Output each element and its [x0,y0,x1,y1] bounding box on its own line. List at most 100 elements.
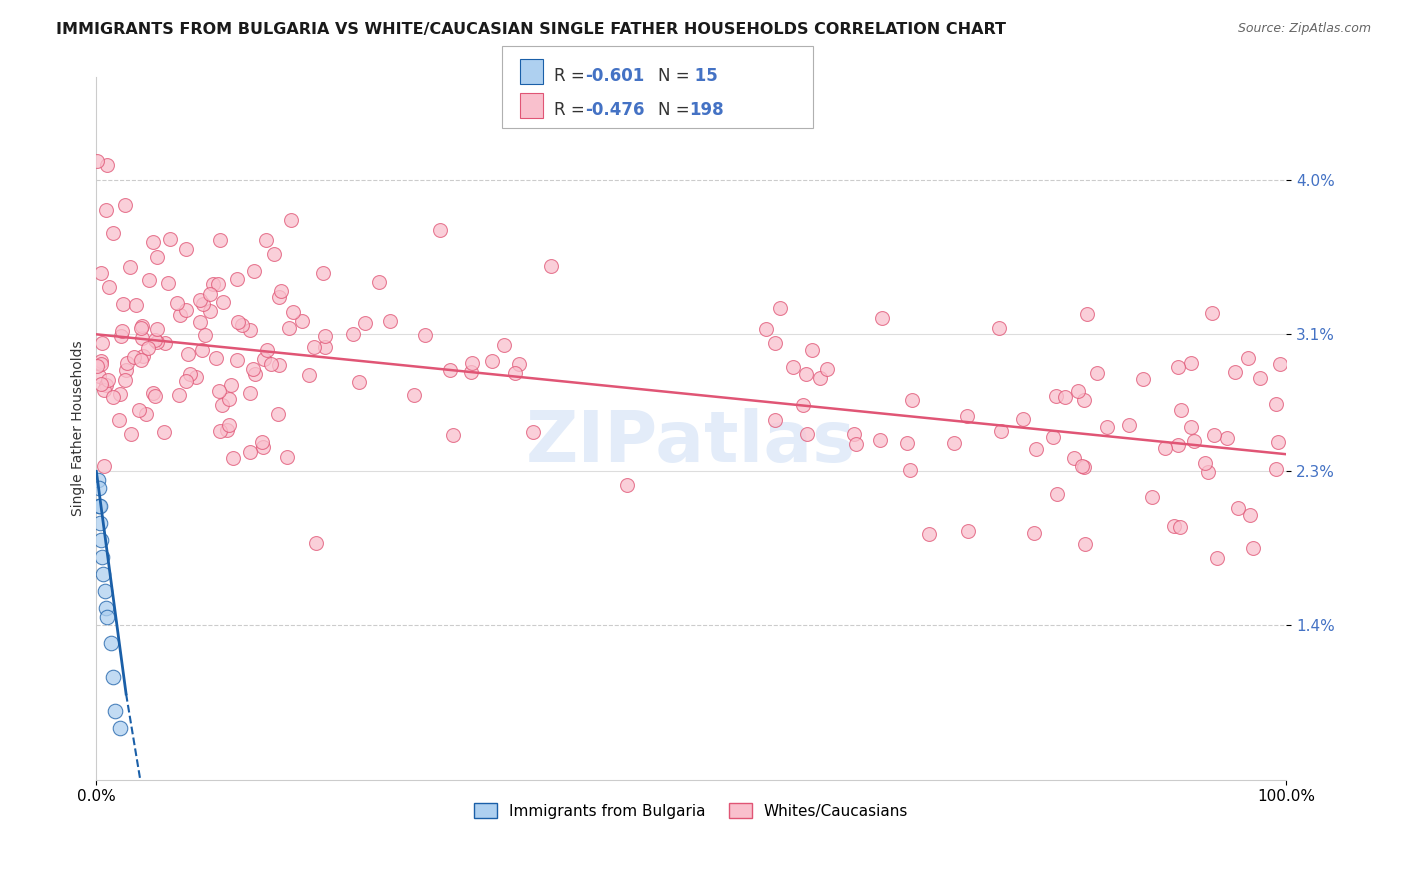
Point [129,321,152,335]
Point [176,374,198,388]
Point [1170,403,1192,417]
Point [91,549,114,564]
Point [439,363,461,377]
Point [1025,442,1047,457]
Point [188,315,211,329]
Point [128,403,150,417]
Point [844,427,866,442]
Point [1167,438,1189,452]
Point [1053,390,1076,404]
Point [115,363,138,377]
Point [221,378,243,392]
Point [1063,450,1085,465]
Text: N =: N = [658,101,695,119]
Point [281,305,304,319]
Point [103,390,125,404]
Point [461,356,484,370]
Point [104,704,127,718]
Point [211,295,233,310]
Point [96,377,118,392]
Point [242,361,264,376]
Point [86,473,108,487]
Point [167,388,190,402]
Point [86,153,108,168]
Point [792,399,814,413]
Point [1236,351,1258,365]
Point [260,357,283,371]
Point [314,329,336,343]
Point [917,526,939,541]
Point [191,297,214,311]
Point [111,297,134,311]
Point [114,198,136,212]
Point [1045,389,1067,403]
Point [1204,427,1226,442]
Point [492,337,515,351]
Point [177,347,200,361]
Point [90,357,112,371]
Point [138,273,160,287]
Point [226,353,249,368]
Point [1226,500,1249,515]
Point [93,383,115,397]
Point [87,368,110,383]
Point [1197,466,1219,480]
Point [508,357,530,371]
Text: R =: R = [554,101,591,119]
Point [763,413,786,427]
Point [96,158,118,172]
Point [146,321,169,335]
Point [90,336,112,351]
Point [207,277,229,292]
Point [263,247,285,261]
Point [503,366,526,380]
Point [1194,456,1216,470]
Point [146,334,169,349]
Point [1182,434,1205,449]
Point [96,610,118,624]
Point [153,425,176,440]
Point [250,434,273,449]
Point [1012,411,1035,425]
Point [280,212,302,227]
Point [169,309,191,323]
Point [808,371,831,385]
Point [218,392,240,406]
Point [267,407,290,421]
Point [1268,357,1291,371]
Point [217,423,239,437]
Text: -0.476: -0.476 [585,101,644,119]
Point [226,315,249,329]
Point [267,290,290,304]
Point [1249,371,1271,385]
Point [1085,366,1108,380]
Point [988,321,1011,335]
Point [402,387,425,401]
Point [270,285,292,299]
Point [297,368,319,383]
Point [1095,419,1118,434]
Point [1163,519,1185,533]
Point [755,322,778,336]
Point [142,235,165,250]
Point [143,333,166,347]
Point [93,459,115,474]
Point [254,233,277,247]
Point [174,242,197,256]
Point [208,384,231,398]
Point [239,386,262,401]
Point [796,427,818,442]
Point [117,356,139,370]
Point [146,250,169,264]
Point [174,302,197,317]
Point [870,311,893,326]
Point [89,376,111,391]
Point [314,340,336,354]
Legend: Immigrants from Bulgaria, Whites/Caucasians: Immigrants from Bulgaria, Whites/Caucasi… [468,797,914,824]
Point [1076,307,1098,321]
Point [93,584,115,599]
Point [107,413,129,427]
Point [291,314,314,328]
Point [1066,384,1088,398]
Point [1180,420,1202,434]
